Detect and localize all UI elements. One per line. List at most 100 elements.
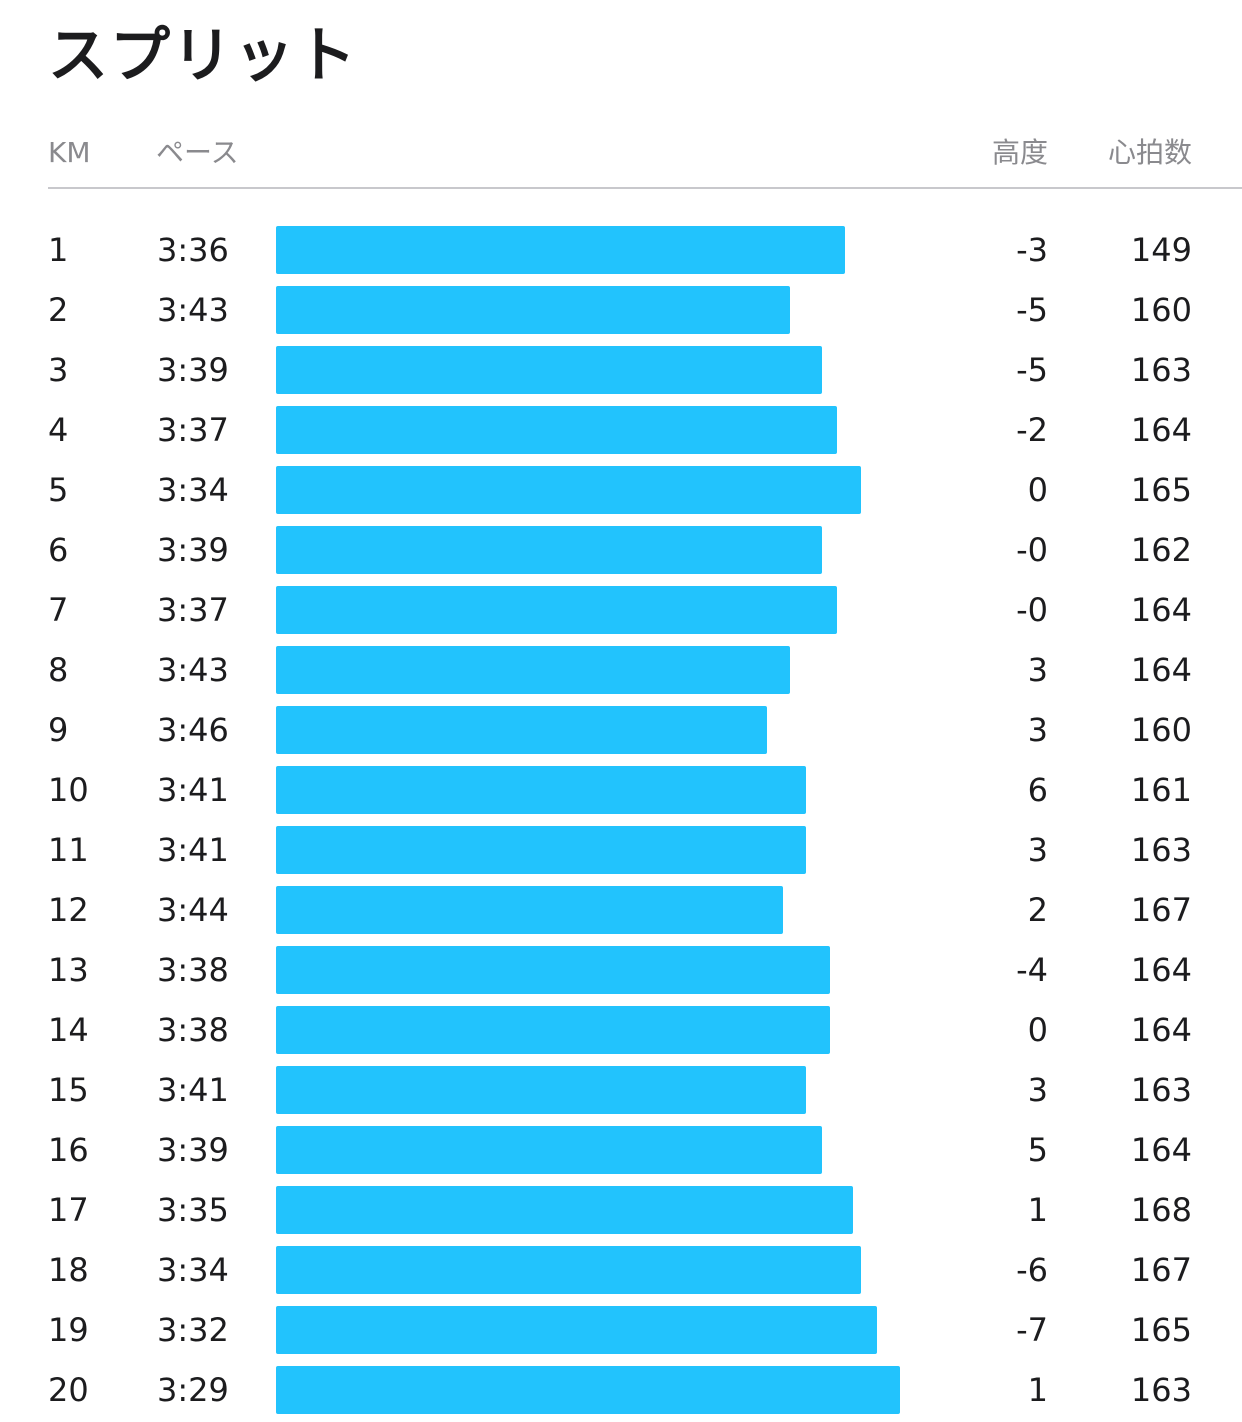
split-km: 6 bbox=[48, 531, 69, 569]
split-heart-rate: 164 bbox=[1130, 411, 1192, 449]
split-pace: 3:36 bbox=[157, 231, 229, 269]
pace-bar bbox=[276, 526, 822, 574]
split-heart-rate: 149 bbox=[1130, 231, 1192, 269]
split-elevation: 3 bbox=[1027, 1071, 1048, 1109]
split-elevation: -3 bbox=[1016, 231, 1048, 269]
split-pace: 3:46 bbox=[157, 711, 229, 749]
split-km: 7 bbox=[48, 591, 69, 629]
split-pace: 3:44 bbox=[157, 891, 229, 929]
split-km: 8 bbox=[48, 651, 69, 689]
split-km: 17 bbox=[48, 1191, 89, 1229]
split-heart-rate: 165 bbox=[1130, 1311, 1192, 1349]
split-km: 5 bbox=[48, 471, 69, 509]
pace-bar bbox=[276, 706, 767, 754]
split-elevation: 1 bbox=[1027, 1371, 1048, 1409]
split-pace: 3:37 bbox=[157, 411, 229, 449]
split-pace: 3:29 bbox=[157, 1371, 229, 1409]
split-row: 19 3:32 -7 165 bbox=[0, 1302, 1242, 1362]
column-header-km: KM bbox=[48, 136, 91, 169]
split-km: 3 bbox=[48, 351, 69, 389]
split-pace: 3:41 bbox=[157, 1071, 229, 1109]
split-elevation: -0 bbox=[1016, 591, 1048, 629]
split-row: 3 3:39 -5 163 bbox=[0, 342, 1242, 402]
split-elevation: 0 bbox=[1027, 1011, 1048, 1049]
split-km: 18 bbox=[48, 1251, 89, 1289]
page-title: スプリット bbox=[48, 21, 358, 91]
split-heart-rate: 161 bbox=[1130, 771, 1192, 809]
split-elevation: 3 bbox=[1027, 831, 1048, 869]
split-heart-rate: 164 bbox=[1130, 1131, 1192, 1169]
split-elevation: 2 bbox=[1027, 891, 1048, 929]
split-km: 9 bbox=[48, 711, 69, 749]
split-pace: 3:37 bbox=[157, 591, 229, 629]
split-pace: 3:39 bbox=[157, 1131, 229, 1169]
pace-bar bbox=[276, 346, 822, 394]
pace-bar bbox=[276, 406, 837, 454]
pace-bar bbox=[276, 886, 783, 934]
split-km: 2 bbox=[48, 291, 69, 329]
split-heart-rate: 165 bbox=[1130, 471, 1192, 509]
split-heart-rate: 163 bbox=[1130, 831, 1192, 869]
split-pace: 3:38 bbox=[157, 951, 229, 989]
split-elevation: -0 bbox=[1016, 531, 1048, 569]
split-heart-rate: 167 bbox=[1130, 1251, 1192, 1289]
split-heart-rate: 163 bbox=[1130, 1071, 1192, 1109]
split-km: 12 bbox=[48, 891, 89, 929]
split-row: 14 3:38 0 164 bbox=[0, 1002, 1242, 1062]
split-pace: 3:35 bbox=[157, 1191, 229, 1229]
column-header-elevation: 高度 bbox=[991, 136, 1048, 169]
pace-bar bbox=[276, 1126, 822, 1174]
split-row: 18 3:34 -6 167 bbox=[0, 1242, 1242, 1302]
split-pace: 3:38 bbox=[157, 1011, 229, 1049]
split-row: 12 3:44 2 167 bbox=[0, 882, 1242, 942]
split-row: 5 3:34 0 165 bbox=[0, 462, 1242, 522]
pace-bar bbox=[276, 946, 830, 994]
header-divider bbox=[48, 187, 1242, 189]
pace-bar bbox=[276, 1006, 830, 1054]
split-heart-rate: 160 bbox=[1130, 711, 1192, 749]
split-km: 1 bbox=[48, 231, 69, 269]
pace-bar bbox=[276, 226, 845, 274]
split-row: 1 3:36 -3 149 bbox=[0, 222, 1242, 282]
split-heart-rate: 164 bbox=[1130, 1011, 1192, 1049]
split-heart-rate: 164 bbox=[1130, 651, 1192, 689]
split-heart-rate: 167 bbox=[1130, 891, 1192, 929]
split-km: 15 bbox=[48, 1071, 89, 1109]
split-heart-rate: 163 bbox=[1130, 351, 1192, 389]
split-elevation: 3 bbox=[1027, 711, 1048, 749]
split-km: 13 bbox=[48, 951, 89, 989]
split-heart-rate: 164 bbox=[1130, 951, 1192, 989]
split-row: 4 3:37 -2 164 bbox=[0, 402, 1242, 462]
split-elevation: -2 bbox=[1016, 411, 1048, 449]
split-elevation: 3 bbox=[1027, 651, 1048, 689]
split-row: 13 3:38 -4 164 bbox=[0, 942, 1242, 1002]
pace-bar bbox=[276, 466, 861, 514]
split-km: 14 bbox=[48, 1011, 89, 1049]
pace-bar bbox=[276, 286, 790, 334]
pace-bar bbox=[276, 646, 790, 694]
split-row: 17 3:35 1 168 bbox=[0, 1182, 1242, 1242]
split-elevation: 0 bbox=[1027, 471, 1048, 509]
column-header-pace: ペース bbox=[156, 136, 239, 169]
split-row: 16 3:39 5 164 bbox=[0, 1122, 1242, 1182]
split-km: 4 bbox=[48, 411, 69, 449]
split-elevation: -7 bbox=[1016, 1311, 1048, 1349]
split-heart-rate: 163 bbox=[1130, 1371, 1192, 1409]
split-pace: 3:41 bbox=[157, 831, 229, 869]
split-row: 8 3:43 3 164 bbox=[0, 642, 1242, 702]
splits-list: 1 3:36 -3 149 2 3:43 -5 160 3 3:39 -5 163 4 3:37 -2 164… bbox=[0, 222, 1242, 1422]
split-elevation: 1 bbox=[1027, 1191, 1048, 1229]
split-row: 10 3:41 6 161 bbox=[0, 762, 1242, 822]
column-header-heart-rate: 心拍数 bbox=[1107, 136, 1192, 169]
split-heart-rate: 164 bbox=[1130, 591, 1192, 629]
split-row: 6 3:39 -0 162 bbox=[0, 522, 1242, 582]
split-elevation: -6 bbox=[1016, 1251, 1048, 1289]
pace-bar bbox=[276, 766, 806, 814]
split-km: 16 bbox=[48, 1131, 89, 1169]
split-row: 9 3:46 3 160 bbox=[0, 702, 1242, 762]
split-row: 15 3:41 3 163 bbox=[0, 1062, 1242, 1122]
split-pace: 3:39 bbox=[157, 351, 229, 389]
pace-bar bbox=[276, 1066, 806, 1114]
split-row: 20 3:29 1 163 bbox=[0, 1362, 1242, 1422]
splits-table-header: KM ペース 高度 心拍数 bbox=[0, 130, 1242, 176]
